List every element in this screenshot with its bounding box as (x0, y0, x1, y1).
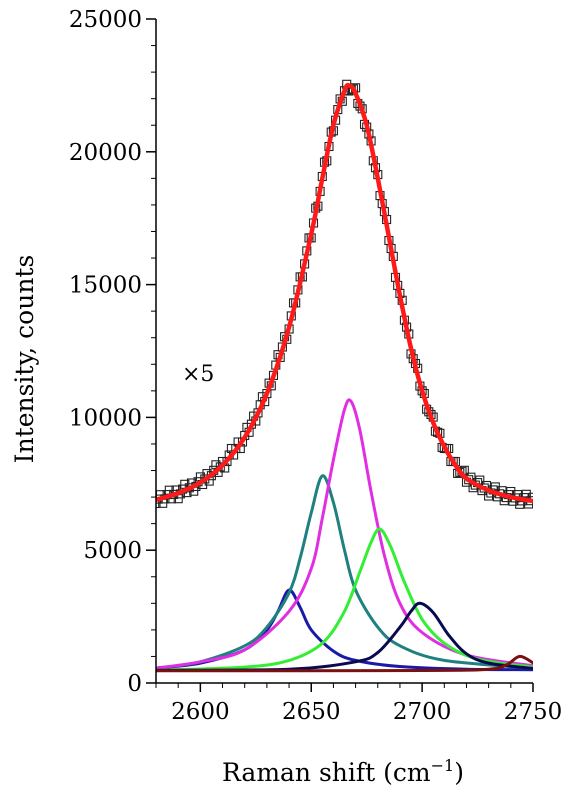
x-tick-label: 2600 (171, 699, 230, 725)
component-peak-5 (156, 601, 533, 672)
plot-area (156, 79, 533, 673)
component-peak-3 (156, 398, 533, 670)
component-peak-4 (156, 527, 533, 672)
x-tick-label: 2650 (282, 699, 341, 725)
measured-data-series (156, 79, 533, 509)
component-peak-2 (156, 474, 533, 670)
component-peak-6 (156, 654, 533, 673)
y-tick-label: 10000 (69, 405, 142, 431)
y-tick-label: 5000 (83, 538, 142, 564)
x-axis-title-close: ) (454, 758, 464, 787)
x-tick-label: 2750 (504, 699, 563, 725)
x-axis-title-superscript: −1 (431, 756, 455, 775)
y-tick-label: 20000 (69, 140, 142, 166)
y-tick-label: 25000 (69, 7, 142, 33)
y-axis-title: Intensity, counts (10, 255, 39, 464)
series-group (156, 79, 533, 673)
data-point-marker (528, 492, 533, 502)
fit-curve (156, 82, 533, 504)
x-axis-title-main: Raman shift (cm (222, 758, 431, 787)
y-tick-label: 0 (127, 671, 142, 697)
x-axis-title: Raman shift (cm−1) (222, 756, 464, 787)
x-tick-label: 2700 (393, 699, 452, 725)
axes: 0 5000 10000 15000 20000 25000 2600 2650 2700 275… (69, 7, 562, 725)
y-tick-label: 15000 (69, 273, 142, 299)
magnification-annotation: ×5 (182, 362, 214, 387)
